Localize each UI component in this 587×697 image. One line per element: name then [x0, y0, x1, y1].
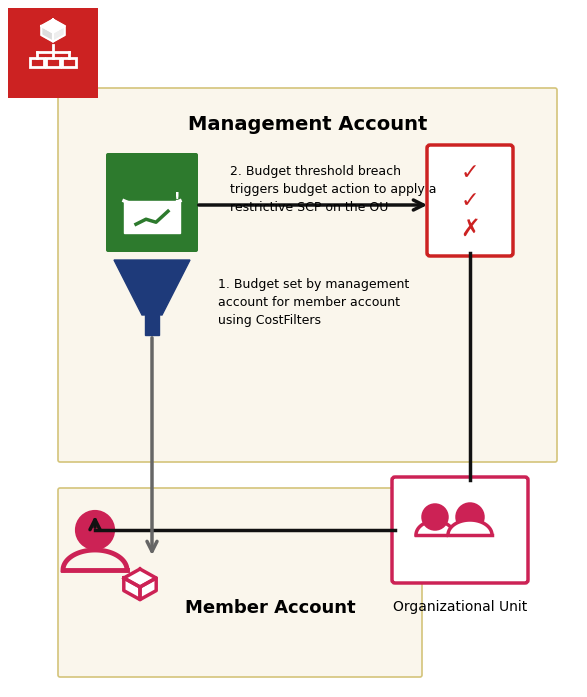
Polygon shape: [140, 578, 156, 599]
Text: Member Account: Member Account: [185, 599, 355, 617]
Circle shape: [79, 514, 112, 546]
FancyBboxPatch shape: [427, 145, 513, 256]
Circle shape: [423, 505, 447, 529]
Polygon shape: [53, 26, 65, 42]
Text: ✓: ✓: [461, 191, 480, 211]
Text: 2. Budget threshold breach
triggers budget action to apply a
restrictive SCP on : 2. Budget threshold breach triggers budg…: [230, 165, 437, 214]
Polygon shape: [145, 315, 159, 335]
FancyBboxPatch shape: [392, 477, 528, 583]
Text: !: !: [174, 191, 180, 205]
Bar: [46, 58, 60, 67]
FancyBboxPatch shape: [58, 88, 557, 462]
Text: ✓: ✓: [461, 163, 480, 183]
Text: Management Account: Management Account: [188, 116, 427, 135]
FancyBboxPatch shape: [106, 153, 198, 252]
Text: 1. Budget set by management
account for member account
using CostFilters: 1. Budget set by management account for …: [218, 278, 409, 327]
Polygon shape: [41, 20, 65, 33]
Polygon shape: [124, 569, 156, 587]
Text: Organizational Unit: Organizational Unit: [393, 600, 527, 614]
Bar: [62, 58, 76, 67]
Polygon shape: [114, 260, 190, 315]
FancyBboxPatch shape: [58, 488, 422, 677]
Circle shape: [458, 505, 482, 529]
FancyBboxPatch shape: [8, 8, 98, 98]
Circle shape: [424, 506, 446, 528]
Text: ✗: ✗: [460, 217, 480, 241]
Bar: [30, 58, 44, 67]
Circle shape: [457, 504, 483, 530]
Polygon shape: [41, 26, 53, 42]
Polygon shape: [124, 578, 140, 599]
Bar: [124, 201, 180, 233]
